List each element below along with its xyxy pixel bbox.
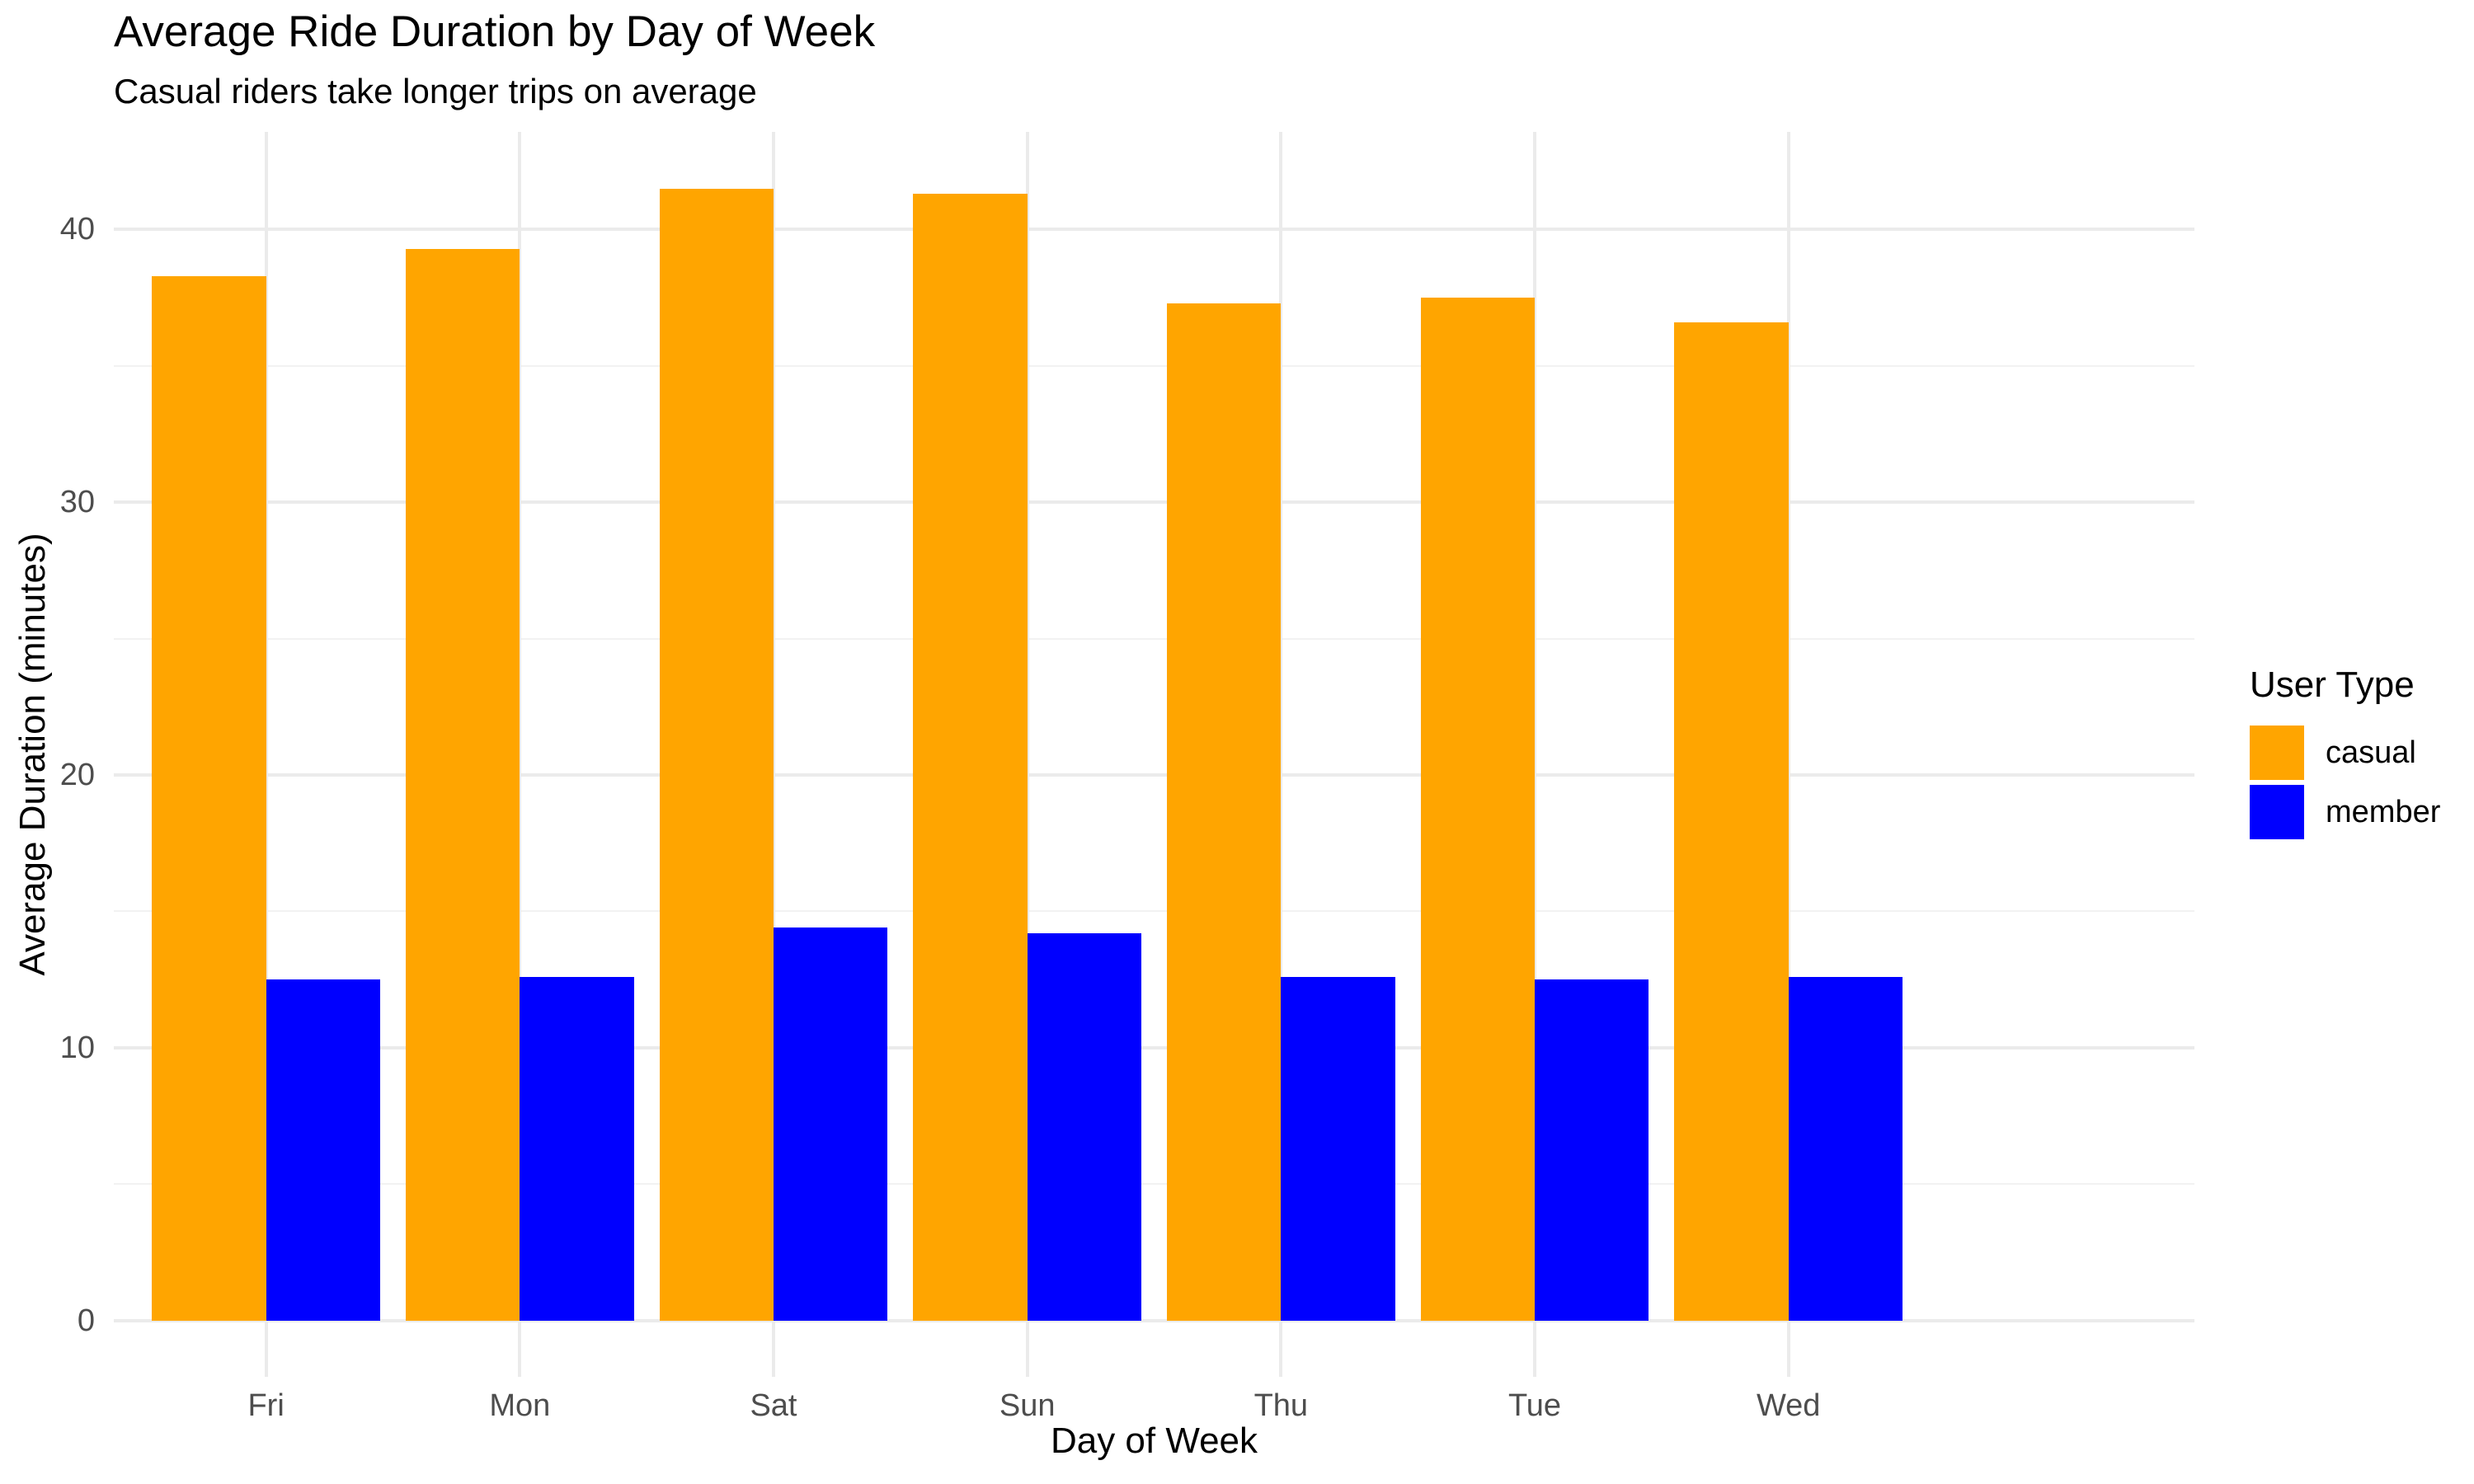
legend-label-casual: casual: [2326, 735, 2416, 770]
x-tick-label-sun: Sun: [999, 1388, 1056, 1423]
bar-casual-tue: [1420, 298, 1536, 1321]
legend: User Type casual member: [2250, 665, 2440, 844]
bar-casual-mon: [405, 248, 520, 1321]
gridline-major-x-sun: [1025, 132, 1029, 1377]
bar-casual-sun: [913, 194, 1028, 1321]
gridline-major-y30: [114, 500, 2194, 505]
gridline-major-y10: [114, 1045, 2194, 1050]
legend-entry-member: member: [2250, 785, 2440, 839]
gridline-major-x-fri: [264, 132, 268, 1377]
gridline-major-y0: [114, 1318, 2194, 1322]
bar-casual-fri: [152, 275, 266, 1321]
y-tick-label-20: 20: [59, 757, 95, 792]
bar-casual-sat: [659, 188, 774, 1321]
bar-member-fri: [266, 979, 381, 1321]
gridline-major-x-wed: [1786, 132, 1790, 1377]
gridline-major-x-mon: [518, 132, 522, 1377]
gridline-major-x-tue: [1533, 132, 1537, 1377]
bar-casual-thu: [1166, 303, 1282, 1321]
legend-key-casual-swatch: [2250, 726, 2304, 780]
x-tick-label-tue: Tue: [1507, 1388, 1562, 1423]
x-axis-title: Day of Week: [1050, 1421, 1258, 1461]
bar-member-sun: [1027, 932, 1142, 1321]
y-tick-label-10: 10: [59, 1030, 95, 1065]
y-tick-label-40: 40: [59, 212, 95, 247]
bar-member-mon: [520, 976, 634, 1321]
x-tick-label-wed: Wed: [1756, 1388, 1821, 1423]
bar-member-tue: [1535, 979, 1649, 1321]
legend-entry-casual: casual: [2250, 726, 2440, 780]
bar-member-sat: [773, 928, 888, 1321]
x-tick-label-thu: Thu: [1253, 1388, 1309, 1423]
gridline-minor-y15: [114, 910, 2194, 913]
bar-member-thu: [1281, 976, 1395, 1321]
bar-casual-wed: [1674, 322, 1789, 1321]
legend-title: User Type: [2250, 665, 2415, 705]
chart-subtitle: Casual riders take longer trips on avera…: [114, 72, 757, 110]
x-tick-label-fri: Fri: [247, 1388, 285, 1423]
x-tick-label-mon: Mon: [489, 1388, 551, 1423]
legend-key-member-swatch: [2250, 785, 2304, 839]
y-tick-label-30: 30: [59, 485, 95, 520]
gridline-minor-y5: [114, 1183, 2194, 1186]
gridline-major-x-thu: [1279, 132, 1283, 1377]
chart-title: Average Ride Duration by Day of Week: [114, 7, 876, 56]
legend-label-member: member: [2326, 794, 2441, 829]
gridline-major-y40: [114, 228, 2194, 232]
gridline-major-x-sat: [771, 132, 775, 1377]
x-tick-label-sat: Sat: [750, 1388, 797, 1423]
gridline-major-y20: [114, 773, 2194, 777]
bar-member-wed: [1788, 976, 1903, 1321]
y-tick-label-0: 0: [77, 1303, 95, 1338]
gridline-minor-y25: [114, 637, 2194, 640]
gridline-minor-y35: [114, 364, 2194, 367]
